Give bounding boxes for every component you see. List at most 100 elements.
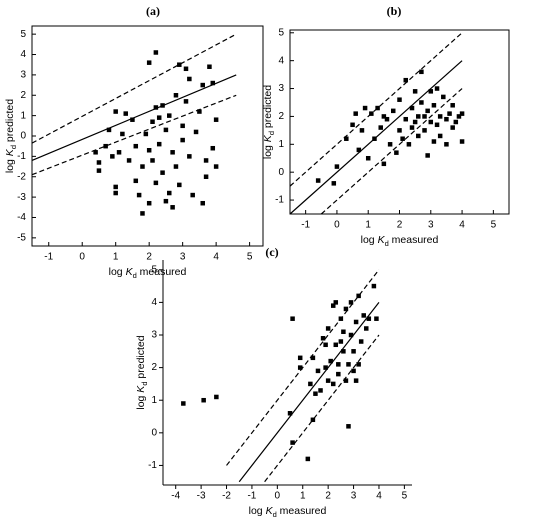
data-point bbox=[200, 82, 205, 88]
x-tick-label: 4 bbox=[459, 220, 465, 231]
x-tick-label: 1 bbox=[113, 252, 119, 263]
data-point bbox=[325, 326, 331, 331]
data-point bbox=[362, 105, 368, 111]
x-axis-label: log Kd measured bbox=[361, 234, 439, 249]
data-point bbox=[351, 368, 356, 374]
data-point bbox=[450, 125, 455, 130]
y-tick-label: -1 bbox=[275, 195, 284, 206]
label-part: d bbox=[133, 271, 137, 280]
data-point bbox=[310, 417, 316, 423]
y-tick-label: -3 bbox=[17, 192, 26, 203]
data-point bbox=[381, 114, 387, 119]
data-point bbox=[434, 122, 440, 128]
y-tick-label: -2 bbox=[17, 171, 26, 182]
data-point bbox=[346, 362, 351, 367]
data-point bbox=[365, 155, 371, 161]
data-point bbox=[356, 147, 362, 153]
data-point bbox=[441, 94, 446, 100]
data-point bbox=[456, 114, 462, 119]
data-point bbox=[419, 69, 424, 75]
data-point bbox=[170, 205, 175, 210]
data-point bbox=[200, 200, 205, 206]
data-point bbox=[143, 131, 149, 137]
data-point bbox=[447, 111, 452, 116]
data-point bbox=[213, 117, 219, 122]
x-tick-label: 1 bbox=[365, 220, 371, 231]
data-point bbox=[207, 64, 212, 69]
data-point bbox=[323, 365, 328, 370]
data-point bbox=[173, 93, 179, 98]
data-point bbox=[153, 180, 159, 186]
data-point bbox=[323, 342, 328, 348]
label-part: measured bbox=[137, 266, 187, 278]
label-part: measured bbox=[389, 234, 439, 246]
data-point bbox=[150, 119, 155, 124]
y-tick-label: 5 bbox=[151, 264, 157, 275]
x-tick-label: 0 bbox=[79, 252, 85, 263]
data-point bbox=[193, 129, 199, 135]
data-point bbox=[356, 293, 361, 299]
data-point bbox=[412, 89, 418, 94]
data-point bbox=[203, 174, 209, 179]
data-point bbox=[167, 113, 172, 118]
data-point bbox=[177, 62, 182, 67]
y-tick-label: 4 bbox=[20, 49, 26, 60]
data-point bbox=[336, 371, 341, 377]
data-point bbox=[390, 108, 396, 114]
label-part: log bbox=[361, 234, 378, 246]
data-point bbox=[356, 362, 361, 367]
data-point bbox=[372, 136, 377, 141]
data-point bbox=[338, 316, 344, 321]
reference-line bbox=[31, 33, 237, 144]
y-tick-label: 4 bbox=[151, 297, 157, 308]
data-point bbox=[403, 116, 409, 122]
y-tick-label: 0 bbox=[20, 131, 26, 142]
y-tick-label: 2 bbox=[278, 111, 284, 122]
label-part: predicted bbox=[262, 85, 274, 131]
y-tick-label: 5 bbox=[278, 27, 284, 38]
y-tick-label: -1 bbox=[148, 460, 157, 471]
data-point bbox=[425, 108, 430, 114]
data-point bbox=[397, 97, 402, 102]
data-point bbox=[96, 168, 102, 173]
data-point bbox=[210, 80, 216, 86]
y-tick-label: -5 bbox=[17, 232, 26, 243]
data-point bbox=[123, 111, 128, 116]
reference-line bbox=[264, 334, 380, 483]
y-tick-label: -4 bbox=[17, 212, 26, 223]
data-point bbox=[313, 391, 318, 396]
data-point bbox=[116, 150, 122, 155]
data-point bbox=[366, 316, 372, 321]
label-part: log bbox=[249, 505, 266, 517]
data-point bbox=[290, 316, 295, 321]
data-point bbox=[146, 148, 152, 153]
data-point bbox=[343, 306, 349, 312]
x-axis-label: log Kd measured bbox=[249, 505, 327, 519]
x-tick-label: -1 bbox=[247, 491, 256, 502]
data-point bbox=[305, 456, 311, 462]
y-tick-label: 4 bbox=[278, 55, 284, 66]
data-point bbox=[459, 111, 465, 116]
data-point bbox=[153, 105, 159, 110]
data-point bbox=[344, 136, 349, 141]
label-part: d bbox=[273, 510, 277, 519]
data-point bbox=[320, 336, 326, 341]
data-point bbox=[351, 349, 356, 354]
data-point bbox=[160, 170, 165, 175]
data-point bbox=[113, 109, 118, 114]
label-part: d bbox=[385, 239, 389, 248]
panel-title: (b) bbox=[387, 4, 402, 18]
label-part: K bbox=[262, 134, 274, 142]
label-part: log bbox=[4, 156, 16, 173]
data-point bbox=[437, 114, 443, 119]
data-point bbox=[133, 178, 139, 184]
data-point bbox=[163, 127, 169, 133]
x-tick-label: 4 bbox=[376, 491, 382, 502]
data-point bbox=[369, 111, 374, 116]
y-tick-label: 2 bbox=[20, 90, 26, 101]
x-tick-label: 3 bbox=[428, 220, 434, 231]
reference-line bbox=[238, 302, 380, 483]
label-part: measured bbox=[277, 505, 327, 517]
y-tick-label: 5 bbox=[20, 29, 26, 40]
data-point bbox=[153, 50, 159, 55]
